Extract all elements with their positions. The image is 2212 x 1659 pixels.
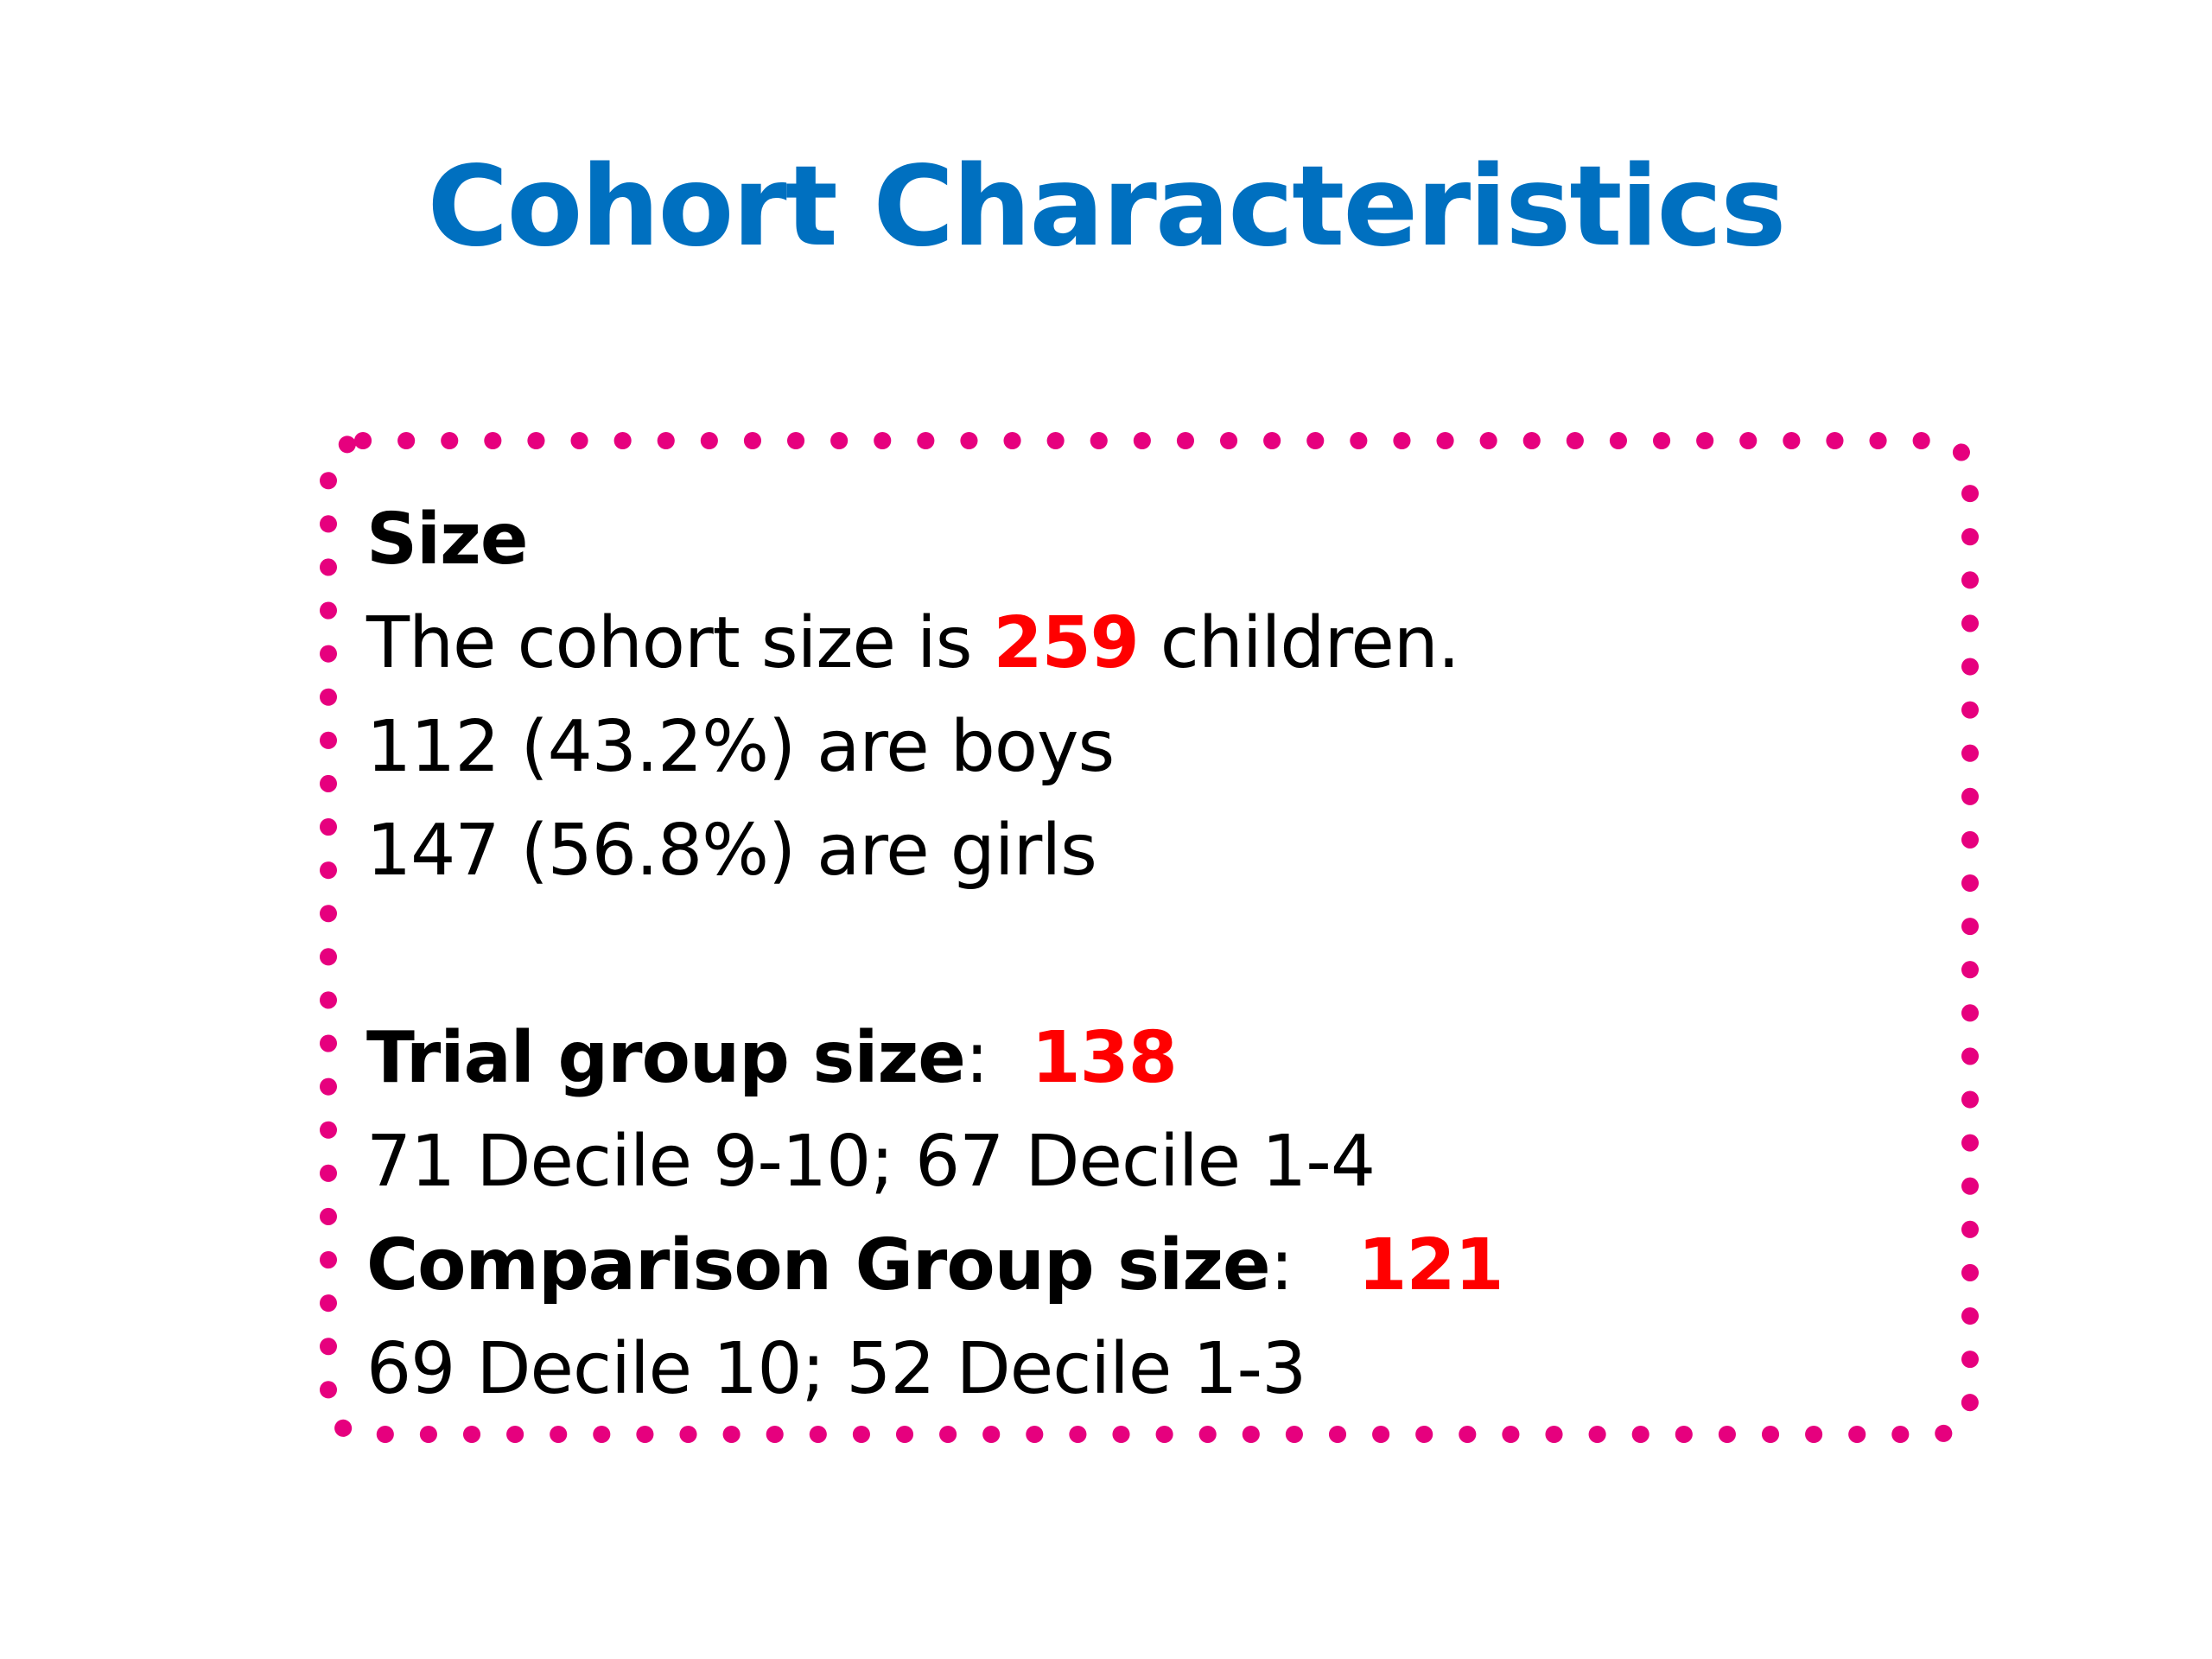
trial-group-detail: 71 Decile 9-10; 67 Decile 1-4 (366, 1121, 1376, 1203)
trial-group-line: Trial group size: 138 (366, 1007, 1956, 1110)
trial-group-value: 138 (1031, 1017, 1178, 1099)
cohort-size-line: The cohort size is 259 children. (366, 592, 1956, 696)
comparison-group-line: Comparison Group size: 121 (366, 1214, 1956, 1318)
size-heading: Size (366, 499, 529, 581)
cohort-size-suffix: children. (1138, 602, 1460, 684)
comparison-group-label: Comparison Group size (366, 1224, 1271, 1306)
cohort-details: Size The cohort size is 259 children. 11… (366, 488, 1956, 1421)
girls-count-line: 147 (56.8%) are girls (366, 810, 1097, 892)
boys-count-line: 112 (43.2%) are boys (366, 706, 1115, 788)
comparison-group-separator: : (1269, 1224, 1358, 1306)
slide-title: Cohort Characteristics (427, 143, 1787, 271)
cohort-size-prefix: The cohort size is (366, 602, 994, 684)
section-spacer (366, 903, 1956, 1007)
comparison-group-value: 121 (1357, 1224, 1503, 1306)
trial-group-label: Trial group size (366, 1017, 966, 1099)
comparison-group-detail: 69 Decile 10; 52 Decile 1-3 (366, 1328, 1306, 1410)
trial-group-separator: : (964, 1017, 1032, 1099)
dotted-border-frame (320, 432, 1979, 1443)
cohort-size-value: 259 (993, 602, 1140, 684)
